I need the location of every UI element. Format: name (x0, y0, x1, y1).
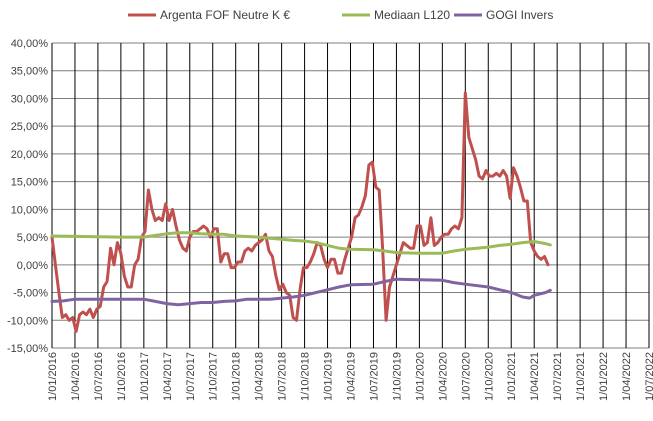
x-tick-label: 1/01/2016 (47, 352, 59, 401)
x-tick-label: 1/07/2016 (93, 352, 105, 401)
series-line-1 (50, 91, 550, 333)
legend-label: Mediaan L120 (374, 8, 450, 22)
series-line-2 (50, 231, 552, 255)
grid (51, 42, 650, 349)
x-tick-label: 1/04/2016 (70, 352, 82, 401)
x-tick-label: 1/10/2019 (391, 352, 403, 401)
legend-label: GOGI Invers (486, 8, 553, 22)
x-tick-label: 1/07/2021 (552, 352, 564, 401)
x-tick-label: 1/01/2018 (231, 352, 243, 401)
y-tick-label: 25,00% (11, 121, 49, 133)
x-tick-label: 1/04/2017 (162, 352, 174, 401)
series-lines (50, 91, 552, 333)
x-tick-label: 1/07/2018 (277, 352, 289, 401)
x-tick-label: 1/07/2022 (644, 352, 653, 401)
x-tick-label: 1/04/2019 (346, 352, 358, 401)
y-axis-tick-labels: -15,00% -10,00% -5,00% 0,00% 5,00% 10,00% 15,0… (7, 38, 48, 355)
x-tick-label: 1/10/2018 (300, 352, 312, 401)
y-tick-label: -10,00% (7, 315, 48, 327)
x-tick-label: 1/04/2021 (529, 352, 541, 401)
x-tick-label: 1/07/2020 (460, 352, 472, 401)
x-tick-label: 1/10/2021 (575, 352, 587, 401)
x-tick-label: 1/01/2021 (506, 352, 518, 401)
x-tick-label: 1/10/2017 (208, 352, 220, 401)
y-tick-label: -15,00% (7, 343, 48, 355)
x-tick-label: 1/04/2018 (254, 352, 266, 401)
x-tick-label: 1/01/2019 (323, 352, 335, 401)
x-tick-label: 1/01/2022 (598, 352, 610, 401)
x-tick-label: 1/07/2017 (185, 352, 197, 401)
x-tick-label: 1/10/2016 (116, 352, 128, 401)
y-tick-label: -5,00% (13, 288, 48, 300)
x-tick-label: 1/04/2022 (621, 352, 633, 401)
series-line-3 (50, 277, 552, 307)
legend: Argenta FOF Neutre K € Mediaan L120 GOGI I… (128, 8, 553, 22)
y-tick-label: 30,00% (11, 93, 49, 105)
y-tick-label: 20,00% (11, 149, 49, 161)
x-tick-label: 1/10/2020 (483, 352, 495, 401)
y-tick-label: 15,00% (11, 177, 49, 189)
y-tick-label: 35,00% (11, 66, 49, 78)
y-tick-label: 40,00% (11, 38, 49, 50)
legend-label: Argenta FOF Neutre K € (160, 8, 290, 22)
x-axis-tick-labels: 1/01/2016 1/04/2016 1/07/2016 1/10/2016 1/01… (47, 352, 653, 401)
y-tick-label: 5,00% (17, 232, 48, 244)
x-tick-label: 1/01/2017 (139, 352, 151, 401)
y-tick-label: 10,00% (11, 204, 49, 216)
x-tick-label: 1/01/2020 (414, 352, 426, 401)
x-tick-label: 1/04/2020 (437, 352, 449, 401)
y-tick-label: 0,00% (17, 260, 48, 272)
x-tick-label: 1/07/2019 (368, 352, 380, 401)
